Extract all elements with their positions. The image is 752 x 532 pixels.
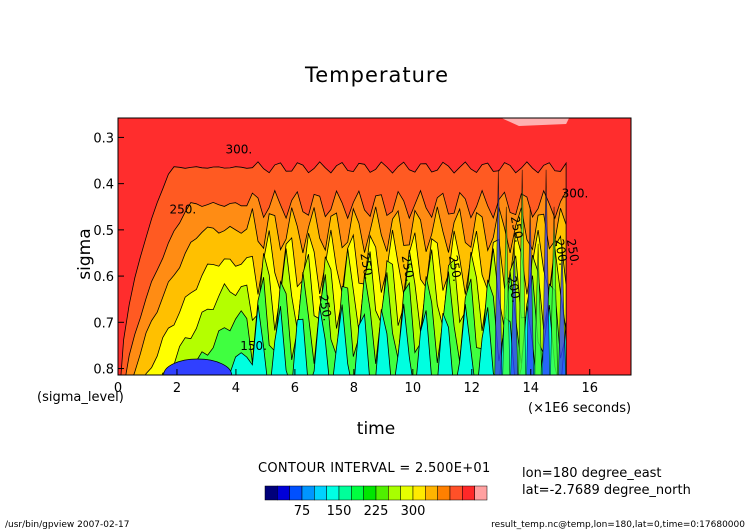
field-spike: [494, 169, 503, 375]
contour-label: 300.: [562, 187, 589, 201]
plot-frame: [117, 117, 632, 376]
colorbar-cell: [338, 485, 352, 501]
colorbar-cell: [412, 485, 426, 501]
contour-label: 200.: [505, 275, 523, 304]
x-axis-unit: (×1E6 seconds): [528, 401, 631, 416]
colorbar-cell: [363, 485, 377, 501]
contour-label: 300.: [226, 143, 253, 157]
colorbar-cell: [437, 485, 451, 501]
colorbar-cell: [474, 485, 488, 501]
x-tick-label: 6: [291, 381, 299, 396]
colorbar-cell: [301, 485, 315, 501]
y-tick-label: 0.5: [93, 224, 114, 239]
x-tick-label: 0: [114, 381, 122, 396]
colorbar-cell: [326, 485, 340, 501]
y-tick-label: 0.7: [93, 316, 114, 331]
top-pink-band: [501, 118, 570, 126]
colorbar-cell: [264, 485, 278, 501]
contour-field: [118, 118, 631, 375]
contour-label: 200.: [552, 238, 570, 267]
lat-annotation: lat=-2.7689 degree_north: [522, 483, 691, 498]
colorbar-cell: [449, 485, 463, 501]
contour-label: 250.: [399, 254, 417, 283]
cold-core: [163, 358, 232, 375]
contour-label: 250.: [316, 293, 334, 322]
colorbar-tick-label: 225: [364, 504, 389, 519]
contour-interval-text: CONTOUR INTERVAL = 2.500E+01: [258, 461, 491, 476]
band-150: [118, 303, 567, 375]
colorbar-cell: [375, 485, 389, 501]
colorbar-cell: [277, 485, 290, 501]
footer-left: /usr/bin/gpview 2007-02-17: [5, 520, 129, 530]
x-axis: 0 2 4 6 8 10 12 14 16: [114, 369, 598, 396]
colorbar-cell: [351, 485, 364, 501]
colorbar-cell: [314, 485, 327, 501]
x-tick-label: 2: [173, 381, 181, 396]
contour-label: 250.: [446, 254, 464, 283]
y-axis-title: sigma: [75, 228, 95, 279]
x-tick-label: 4: [232, 381, 240, 396]
field-spike: [542, 169, 550, 375]
field-spike: [526, 206, 535, 375]
field-spike: [558, 243, 566, 375]
field-spike: [510, 243, 519, 375]
colorbar-tick-labels: 75 150 225 300: [294, 504, 426, 519]
x-tick-label: 14: [522, 381, 539, 396]
colorbar: [264, 485, 488, 501]
x-tick-label: 10: [405, 381, 422, 396]
chart-title: Temperature: [304, 63, 449, 87]
field-spike: [518, 169, 527, 375]
lon-annotation: lon=180 degree_east: [522, 466, 662, 481]
x-tick-label: 8: [350, 381, 358, 396]
contour-label: 250.: [564, 238, 582, 267]
colorbar-tick-label: 150: [327, 504, 352, 519]
colorbar-cell: [400, 485, 414, 501]
colorbar-tick-label: 75: [294, 504, 311, 519]
contour-label: 250.: [357, 252, 375, 281]
colorbar-cell: [289, 485, 303, 501]
x-axis-note: (sigma_level): [37, 390, 124, 405]
x-axis-title: time: [357, 419, 395, 439]
contour-label: 150.: [240, 339, 267, 353]
y-axis: 0.3 0.4 0.5 0.6 0.7 0.8: [93, 131, 124, 378]
colorbar-cell: [462, 485, 475, 501]
y-tick-label: 0.8: [93, 363, 114, 378]
field-spike: [534, 243, 542, 375]
x-tick-label: 12: [464, 381, 481, 396]
contour-label: 250.: [508, 215, 526, 244]
contour-labels: 300.250.250. 250. 250.250.150.300.250.200.…: [170, 143, 589, 353]
y-tick-label: 0.3: [93, 131, 114, 146]
x-tick-label: 16: [581, 381, 598, 396]
contour-label: 250.: [170, 203, 197, 217]
field-spike: [502, 206, 511, 375]
footer-right: result_temp.nc@temp,lon=180,lat=0,time=0…: [491, 520, 745, 530]
colorbar-cell: [388, 485, 401, 501]
y-tick-label: 0.6: [93, 270, 114, 285]
colorbar-tick-label: 300: [401, 504, 426, 519]
field-spike: [550, 206, 558, 375]
colorbar-cell: [425, 485, 438, 501]
y-tick-label: 0.4: [93, 178, 114, 193]
